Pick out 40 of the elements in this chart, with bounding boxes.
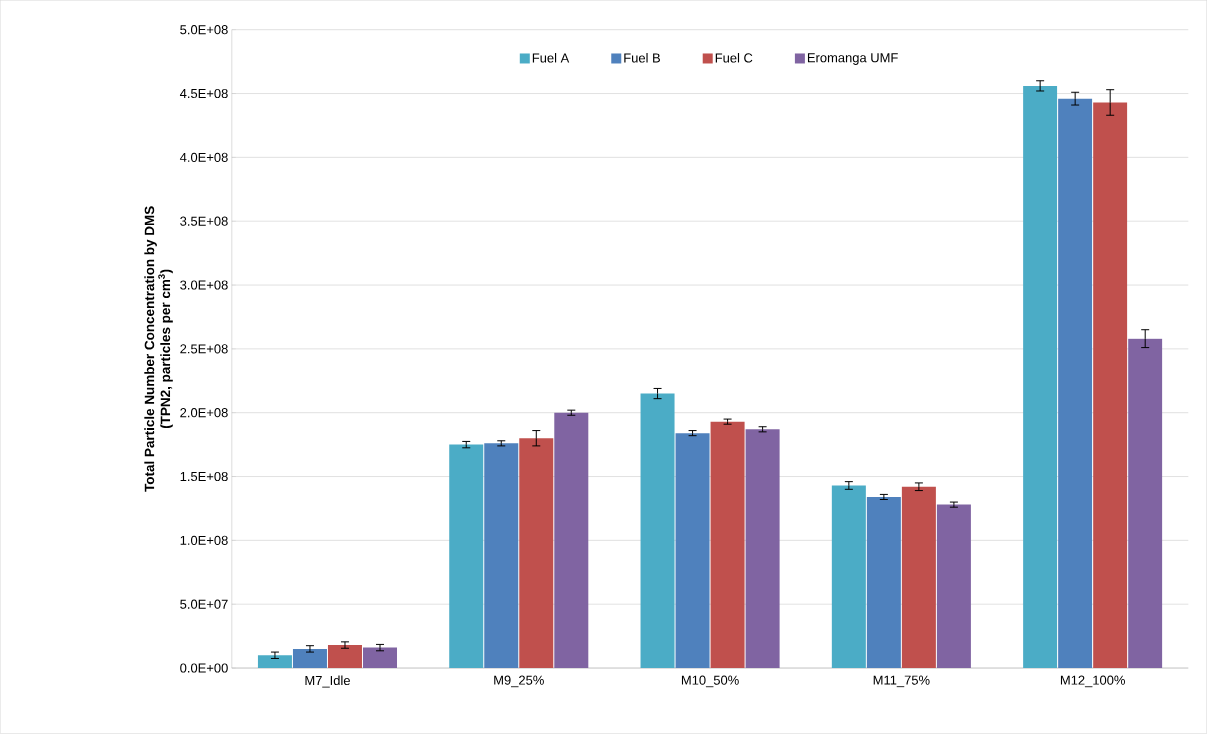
bar	[745, 429, 780, 669]
legend-label: Fuel B	[624, 53, 660, 63]
y-tick-label: 4.0E+08	[179, 152, 228, 163]
x-tick-label: M12_100%	[1060, 675, 1125, 688]
legend-label: Fuel A	[532, 53, 570, 63]
y-tick-label: 3.0E+08	[180, 280, 228, 290]
y-tick-label: 5.0E+07	[180, 599, 228, 609]
bar	[866, 497, 901, 669]
x-tick-label: M10_50%	[681, 675, 739, 688]
bar	[675, 433, 710, 669]
bar	[519, 438, 554, 669]
bar	[1023, 85, 1058, 669]
bar	[1093, 102, 1128, 669]
y-tick-label: 4.5E+08	[179, 89, 228, 99]
y-tick-label: 3.5E+08	[180, 216, 228, 226]
bar	[1058, 98, 1093, 669]
y-tick-label: 1.5E+08	[180, 472, 228, 482]
legend-label: Eromanga UMF	[807, 53, 898, 65]
bar	[449, 444, 484, 669]
bar	[327, 645, 362, 669]
bar	[936, 504, 971, 669]
y-tick-label: 1.0E+08	[180, 535, 228, 546]
bar	[257, 655, 292, 669]
bar	[901, 486, 936, 669]
bar	[640, 393, 675, 669]
bar	[484, 443, 519, 669]
y-tick-label: 5.0E+08	[180, 25, 228, 35]
bar	[831, 485, 866, 669]
bar	[292, 648, 327, 669]
bar	[710, 421, 745, 669]
y-tick-label: 2.0E+08	[180, 408, 228, 418]
x-tick-label: M9_25%	[494, 675, 544, 688]
y-tick-label: 0.0E+00	[180, 663, 228, 673]
bar	[362, 647, 398, 669]
x-tick-label: M7_Idle	[305, 675, 350, 688]
bar	[554, 412, 589, 669]
legend-label: Fuel C	[715, 53, 753, 63]
bar	[1128, 338, 1163, 669]
y-tick-label: 2.5E+08	[180, 344, 228, 354]
x-tick-label: M11_75%	[873, 675, 930, 688]
